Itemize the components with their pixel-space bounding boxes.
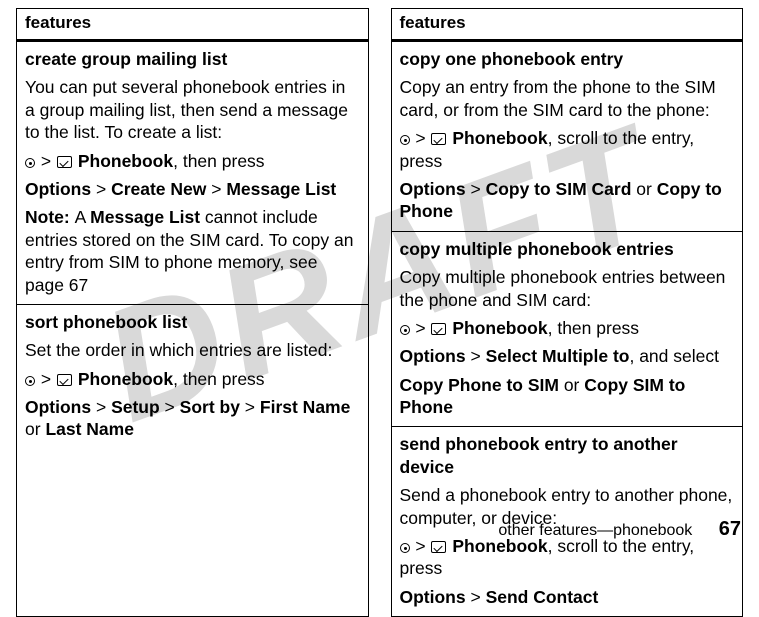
opt: Create New	[111, 179, 206, 199]
nav-suffix: , then press	[173, 369, 264, 389]
nav-line2: Options > Copy to SIM Card or Copy to Ph…	[400, 178, 735, 223]
sep: >	[466, 587, 486, 607]
opt: Last Name	[45, 419, 134, 439]
key-icon	[400, 135, 410, 145]
footer-text: other features—phonebook	[498, 522, 692, 539]
nav-line2: Options > Create New > Message List	[25, 178, 360, 200]
opt: Copy to SIM Card	[486, 179, 632, 199]
sep: >	[240, 397, 260, 417]
key-icon	[400, 325, 410, 335]
cell-sort: sort phonebook list Set the order in whi…	[17, 305, 368, 449]
opt: Options	[400, 346, 466, 366]
key-icon	[25, 376, 35, 386]
nav-line2: Options > Send Contact	[400, 586, 735, 608]
cell-title: sort phonebook list	[25, 311, 360, 333]
cell-title: send phonebook entry to another device	[400, 433, 735, 478]
note-text: A	[75, 207, 91, 227]
sep: or	[25, 419, 45, 439]
sep: >	[91, 397, 111, 417]
nav-bold: Phonebook	[78, 151, 173, 171]
cell-title: copy one phonebook entry	[400, 48, 735, 70]
sep: >	[206, 179, 226, 199]
nav-line2: Options > Select Multiple to, and select	[400, 345, 735, 367]
opt: Options	[25, 179, 91, 199]
cell-title: copy multiple phonebook entries	[400, 238, 735, 260]
sep: >	[91, 179, 111, 199]
opt: Options	[400, 587, 466, 607]
note-bold: Message List	[90, 207, 200, 227]
left-header: features	[17, 9, 368, 42]
nav-line: > Phonebook, then press	[400, 317, 735, 339]
nav-bold: Phonebook	[452, 318, 547, 338]
nav-bold: Phonebook	[78, 369, 173, 389]
cell-title: create group mailing list	[25, 48, 360, 70]
phonebook-icon	[431, 133, 446, 145]
phonebook-icon	[57, 156, 72, 168]
cell-copy-multiple: copy multiple phonebook entries Copy mul…	[392, 232, 743, 428]
page-number: 67	[719, 518, 741, 540]
nav-line: > Phonebook, then press	[25, 150, 360, 172]
cell-create-group: create group mailing list You can put se…	[17, 42, 368, 305]
key-icon	[25, 158, 35, 168]
opt: Message List	[226, 179, 336, 199]
opt: Select Multiple to	[486, 346, 630, 366]
opt: Copy Phone to SIM	[400, 375, 559, 395]
opt: Setup	[111, 397, 160, 417]
phonebook-icon	[57, 374, 72, 386]
opt: Options	[25, 397, 91, 417]
cell-body: Set the order in which entries are liste…	[25, 339, 360, 361]
phonebook-icon	[431, 323, 446, 335]
page-footer: other features—phonebook 67	[498, 518, 741, 541]
key-icon	[400, 543, 410, 553]
opt: Sort by	[180, 397, 240, 417]
nav-suffix: , then press	[548, 318, 639, 338]
cell-body: Copy an entry from the phone to the SIM …	[400, 76, 735, 121]
cell-body: You can put several phonebook entries in…	[25, 76, 360, 143]
phonebook-icon	[431, 541, 446, 553]
nav-line3: Copy Phone to SIM or Copy SIM to Phone	[400, 374, 735, 419]
note-label: Note:	[25, 207, 75, 227]
nav-line: > Phonebook, then press	[25, 368, 360, 390]
sep: or	[631, 179, 656, 199]
nav-line: > Phonebook, scroll to the entry, press	[400, 535, 735, 580]
nav-bold: Phonebook	[452, 128, 547, 148]
opt: First Name	[260, 397, 350, 417]
opt: Send Contact	[486, 587, 599, 607]
nav-line: > Phonebook, scroll to the entry, press	[400, 127, 735, 172]
nav-line2: Options > Setup > Sort by > First Name o…	[25, 396, 360, 441]
sep: >	[160, 397, 180, 417]
right-header: features	[392, 9, 743, 42]
note: Note: A Message List cannot include entr…	[25, 206, 360, 296]
opt: Options	[400, 179, 466, 199]
sep: , and select	[629, 346, 719, 366]
left-column: features create group mailing list You c…	[16, 8, 369, 617]
cell-body: Copy multiple phonebook entries between …	[400, 266, 735, 311]
cell-copy-one: copy one phonebook entry Copy an entry f…	[392, 42, 743, 232]
sep: or	[559, 375, 584, 395]
nav-suffix: , then press	[173, 151, 264, 171]
sep: >	[466, 179, 486, 199]
sep: >	[466, 346, 486, 366]
